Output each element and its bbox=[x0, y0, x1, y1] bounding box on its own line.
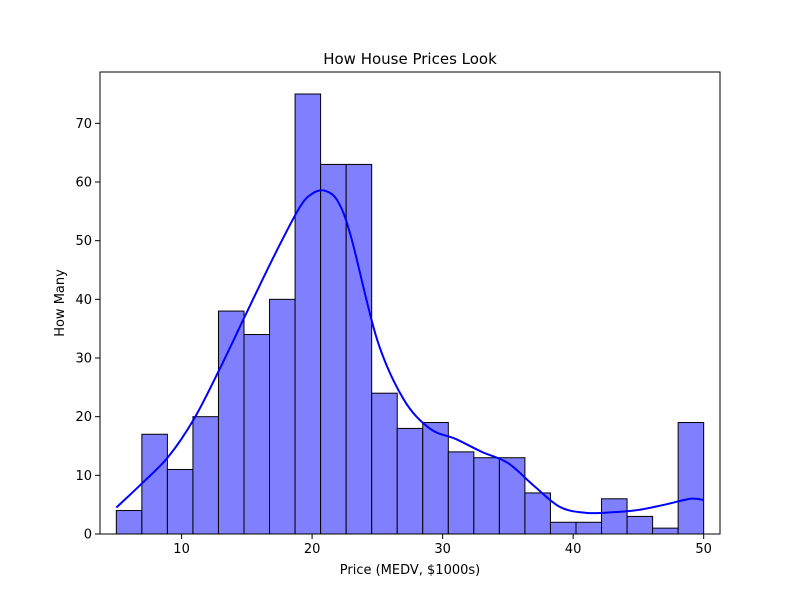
histogram-bar bbox=[473, 457, 500, 535]
histogram-bar bbox=[217, 310, 245, 535]
y-tick-label: 30 bbox=[75, 352, 92, 367]
histogram-bar bbox=[269, 298, 296, 535]
histogram-bar bbox=[626, 515, 654, 535]
histogram-bar bbox=[601, 498, 628, 535]
y-tick-label: 60 bbox=[75, 176, 92, 191]
y-tick-label: 40 bbox=[75, 293, 92, 308]
histogram-bar bbox=[524, 492, 551, 535]
histogram-bar bbox=[192, 416, 219, 535]
histogram-bar bbox=[294, 93, 322, 535]
histogram-bar bbox=[320, 163, 347, 535]
histogram-bar bbox=[677, 422, 705, 535]
bars-group bbox=[115, 93, 705, 535]
histogram-bar bbox=[447, 451, 475, 535]
histogram-bar bbox=[345, 163, 373, 535]
y-tick-label: 20 bbox=[75, 410, 92, 425]
y-axis-label: How Many bbox=[53, 269, 68, 337]
histogram-bar bbox=[243, 334, 271, 535]
histogram-bar bbox=[141, 433, 168, 535]
y-tick-label: 70 bbox=[75, 117, 92, 132]
histogram-bar bbox=[396, 427, 424, 535]
histogram-bar bbox=[549, 521, 577, 535]
x-axis-label: Price (MEDV, $1000s) bbox=[340, 563, 481, 578]
x-tick-label: 10 bbox=[173, 542, 190, 557]
x-tick-label: 20 bbox=[304, 542, 321, 557]
y-tick-label: 10 bbox=[75, 469, 92, 484]
histogram-bar bbox=[422, 422, 449, 535]
x-tick-label: 40 bbox=[565, 542, 582, 557]
histogram-bar bbox=[498, 457, 526, 535]
x-axis-ticks: 10 20 30 40 50 bbox=[173, 534, 712, 557]
histogram-bar bbox=[652, 527, 679, 535]
kde-line bbox=[115, 189, 704, 515]
plot-frame bbox=[99, 71, 721, 535]
histogram-bar bbox=[371, 392, 398, 535]
x-tick-label: 30 bbox=[434, 542, 451, 557]
x-tick-label: 50 bbox=[695, 542, 712, 557]
histogram-bar bbox=[166, 468, 194, 535]
histogram-bar bbox=[575, 521, 603, 535]
y-tick-label: 50 bbox=[75, 234, 92, 249]
chart-title: How House Prices Look bbox=[323, 50, 497, 68]
histogram-bar bbox=[115, 510, 143, 535]
y-axis-ticks: 0 10 20 30 40 50 60 70 bbox=[75, 117, 100, 543]
y-tick-label: 0 bbox=[84, 528, 92, 543]
